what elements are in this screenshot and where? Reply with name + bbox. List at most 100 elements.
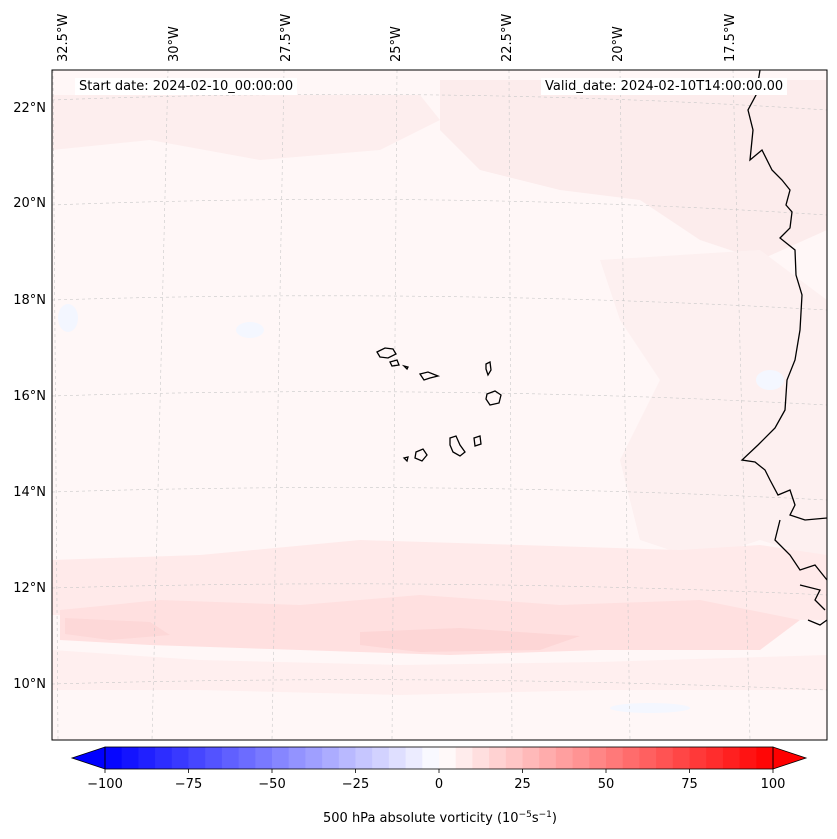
start-date-label: Start date: 2024-02-10_00:00:00 [75, 78, 298, 95]
coastline [376, 70, 827, 626]
colorbar-bin [706, 747, 724, 769]
island-brava [402, 456, 409, 463]
vorticity-patch-north [52, 95, 440, 160]
lon-label: 27.5°W [279, 14, 294, 62]
colorbar-bin [756, 747, 774, 769]
vorticity-patch-band-core [360, 628, 580, 652]
lon-label: 25°W [389, 26, 404, 62]
colorbar-bin [138, 747, 156, 769]
colorbar-bin [205, 747, 223, 769]
colorbar-bin [555, 747, 574, 769]
island-boa-vista [485, 390, 502, 406]
colorbar-bin [305, 747, 323, 769]
colorbar-bin [238, 747, 256, 769]
colorbar-bin [572, 747, 590, 769]
lat-label: 20°N [13, 196, 46, 211]
lat-label: 16°N [13, 389, 46, 404]
negative-patch-west [58, 304, 78, 332]
colorbar-tick-label: 25 [514, 777, 531, 792]
island-sao-nicolau [418, 371, 441, 381]
colorbar-tick-label: 0 [435, 777, 443, 792]
colorbar-tick-label: 75 [681, 777, 698, 792]
colorbar-bin [739, 747, 757, 769]
colorbar-bin [439, 747, 457, 769]
colorbar-bin [589, 747, 607, 769]
island-fogo [414, 448, 428, 462]
colorbar-tick-label: −75 [175, 777, 202, 792]
colorbar-bin [338, 747, 356, 769]
island-santa-luzia [401, 364, 409, 371]
island-sao-vicente [389, 359, 400, 367]
vorticity-patch-band-main [60, 595, 800, 655]
island-santo-antao [376, 347, 397, 359]
lon-label: 17.5°W [723, 14, 738, 62]
colorbar-bin [505, 747, 523, 769]
vorticity-patch-south [52, 650, 827, 695]
vorticity-patch-band-upper [52, 540, 827, 620]
colorbar-bin [422, 747, 440, 769]
negative-patch-east [756, 370, 784, 390]
vorticity-patch-east [600, 250, 827, 560]
colorbar-bin [622, 747, 640, 769]
colorbar-bin [689, 747, 707, 769]
lat-label: 12°N [13, 581, 46, 596]
lat-label: 22°N [13, 101, 46, 116]
africa-coast [740, 70, 827, 626]
colorbar-extend-low [70, 746, 106, 770]
colorbar-bin [121, 747, 139, 769]
colorbar-ticks: −100 −75 −50 −25 0 25 50 75 100 [87, 769, 785, 792]
colorbar-bin [255, 747, 273, 769]
colorbar-bin [405, 747, 423, 769]
lon-label: 20°W [611, 26, 626, 62]
colorbar-bin [639, 747, 657, 769]
colorbar-bin [522, 747, 540, 769]
lon-label: 22.5°W [500, 14, 515, 62]
colorbar-bin [105, 747, 123, 769]
colorbar-tick-label: −100 [87, 777, 123, 792]
lon-label: 30°W [167, 26, 182, 62]
lon-label: 32.5°W [56, 14, 71, 62]
island-santiago [449, 435, 466, 457]
colorbar-bin [606, 747, 624, 769]
longitude-labels: 32.5°W 30°W 27.5°W 25°W 22.5°W 20°W 17.5… [56, 14, 738, 62]
latitude-labels: 22°N 20°N 18°N 16°N 14°N 12°N 10°N [13, 101, 46, 692]
colorbar-bin [372, 747, 390, 769]
island-sal [485, 361, 492, 377]
colorbar: −100 −75 −50 −25 0 25 50 75 100 500 hPa absolute… [70, 746, 808, 826]
colorbar-bin [539, 747, 557, 769]
colorbar-bin [171, 747, 189, 769]
colorbar-bin [388, 747, 407, 769]
colorbar-bin [188, 747, 206, 769]
colorbar-title: 500 hPa absolute vorticity (10−5s−1) [323, 810, 557, 826]
colorbar-bins [105, 747, 774, 769]
negative-patch-south [610, 703, 690, 713]
colorbar-bin [288, 747, 306, 769]
island-maio [473, 435, 482, 447]
colorbar-bin [656, 747, 674, 769]
colorbar-tick-label: −50 [258, 777, 285, 792]
colorbar-tick-label: 100 [761, 777, 786, 792]
lat-label: 18°N [13, 293, 46, 308]
colorbar-bin [355, 747, 373, 769]
colorbar-bin [455, 747, 473, 769]
colorbar-extend-high [772, 746, 808, 770]
colorbar-bin [272, 747, 290, 769]
valid-date-label: Valid_date: 2024-02-10T14:00:00.00 [541, 78, 788, 95]
vorticity-patch-band-west [65, 618, 170, 640]
lat-label: 14°N [13, 485, 46, 500]
colorbar-bin [722, 747, 741, 769]
colorbar-bin [221, 747, 240, 769]
colorbar-bin [472, 747, 490, 769]
colorbar-bin [155, 747, 173, 769]
vorticity-patch-northeast [440, 80, 827, 260]
colorbar-tick-label: 50 [598, 777, 615, 792]
map-panel [52, 70, 827, 740]
colorbar-bin [489, 747, 507, 769]
lat-label: 10°N [13, 677, 46, 692]
colorbar-bin [322, 747, 340, 769]
colorbar-tick-label: −25 [342, 777, 369, 792]
graticule [52, 70, 827, 740]
negative-patch-center [236, 322, 264, 338]
colorbar-bin [672, 747, 690, 769]
